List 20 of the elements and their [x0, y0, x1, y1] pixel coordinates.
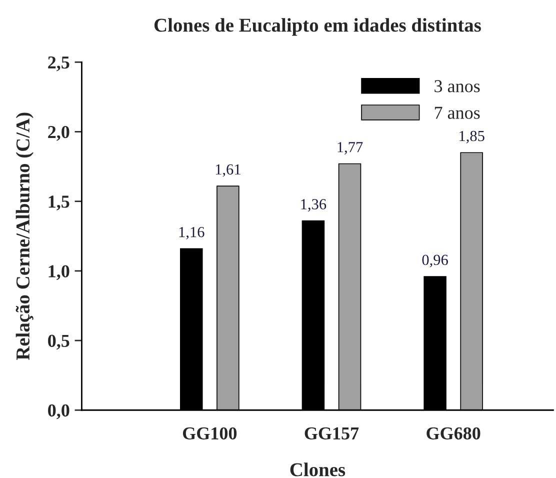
x-tick-label: GG157 [304, 427, 359, 440]
data-label: 1,16 [179, 226, 204, 240]
y-tick-label: 0,5 [48, 334, 70, 350]
data-label: 1,85 [460, 130, 484, 144]
legend-label: 7 anos [434, 106, 480, 119]
x-tick-label: GG100 [182, 427, 237, 440]
y-tick-label: 1,5 [48, 196, 70, 210]
y-tick-label: 1,0 [48, 265, 70, 280]
data-label: 0,96 [422, 254, 448, 268]
data-label: 1,61 [216, 164, 240, 177]
y-tick-label: 0,0 [48, 404, 70, 420]
x-axis-title: Clones [290, 462, 346, 476]
chart-title: Clones de Eucalipto em idades distintas [154, 18, 481, 36]
x-tick-label: GG680 [426, 427, 480, 440]
y-axis-title: Relação Cerne/Alburno (C/A) [16, 112, 34, 360]
data-label: 1,77 [338, 142, 363, 155]
y-tick-label: 2,0 [48, 126, 70, 141]
legend-label: 3 anos [434, 80, 480, 92]
data-label: 1,36 [301, 199, 326, 212]
y-tick-label: 2,5 [48, 56, 70, 72]
